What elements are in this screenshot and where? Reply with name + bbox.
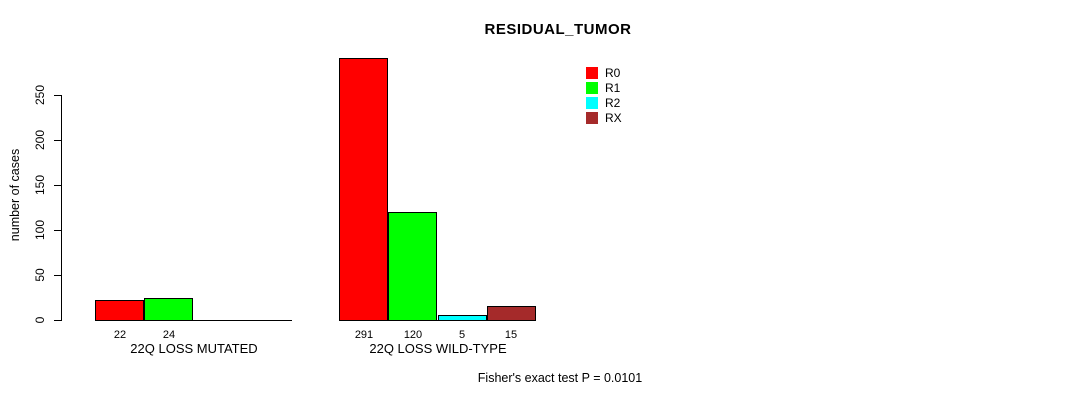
legend-swatch-icon — [586, 112, 598, 124]
fisher-exact-test-annotation: Fisher's exact test P = 0.0101 — [477, 371, 643, 385]
bar-r1 — [388, 212, 437, 321]
legend-swatch-icon — [586, 97, 598, 109]
legend-swatch-icon — [586, 67, 598, 79]
category-label: 22Q LOSS WILD-TYPE — [369, 341, 507, 356]
legend: R0 R1 R2 RX — [586, 66, 622, 126]
bar-value-label: 24 — [162, 329, 176, 341]
bar-value-label: 120 — [403, 329, 423, 341]
bar-r2 — [438, 315, 487, 321]
bar-r0 — [95, 300, 144, 321]
y-axis-tick — [54, 95, 61, 96]
y-axis-tick — [54, 185, 61, 186]
legend-label: RX — [605, 111, 622, 125]
legend-item-r1: R1 — [586, 81, 622, 95]
group-baseline — [95, 320, 292, 321]
legend-item-r0: R0 — [586, 66, 622, 80]
y-axis-tick — [54, 320, 61, 321]
y-axis-tick-label: 250 — [33, 84, 47, 106]
legend-swatch-icon — [586, 82, 598, 94]
chart-title: RESIDUAL_TUMOR — [484, 21, 632, 38]
legend-label: R2 — [605, 96, 621, 110]
y-axis-tick — [54, 230, 61, 231]
bar-value-label: 5 — [458, 329, 466, 341]
y-axis-line — [61, 95, 62, 321]
bar-value-label: 22 — [113, 329, 127, 341]
y-axis-tick-label: 200 — [33, 129, 47, 151]
y-axis-tick — [54, 140, 61, 141]
bar-value-label: 15 — [504, 329, 518, 341]
legend-label: R1 — [605, 81, 621, 95]
legend-item-r2: R2 — [586, 96, 622, 110]
y-axis-tick-label: 150 — [33, 174, 47, 196]
legend-label: R0 — [605, 66, 621, 80]
bar-rx — [487, 306, 536, 321]
bar-value-label: 291 — [354, 329, 374, 341]
category-label: 22Q LOSS MUTATED — [130, 341, 258, 356]
group-baseline — [339, 320, 536, 321]
y-axis-tick-label: 100 — [33, 219, 47, 241]
y-axis-tick — [54, 275, 61, 276]
y-axis-tick-label: 50 — [33, 268, 47, 282]
bar-r0 — [339, 58, 388, 321]
y-axis-title: number of cases — [8, 148, 22, 242]
legend-item-rx: RX — [586, 111, 622, 125]
y-axis-tick-label: 0 — [33, 316, 47, 324]
bar-r1 — [144, 298, 193, 321]
